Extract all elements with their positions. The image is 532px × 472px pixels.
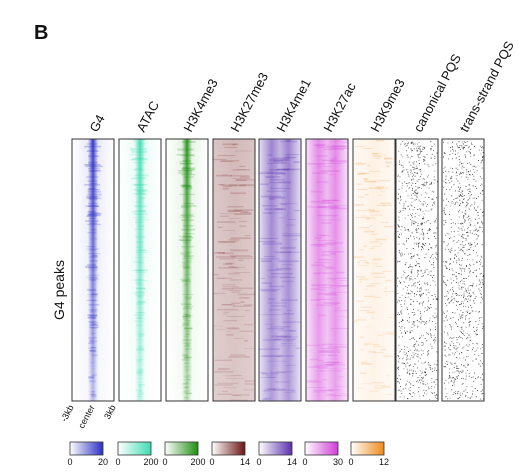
- colorbar-max-h3k27ac: 30: [333, 457, 343, 467]
- track-h3k4me3: [165, 138, 209, 402]
- track-h3k27ac: [305, 138, 349, 402]
- colorbar-h3k9me3: [350, 441, 385, 456]
- colorbar-max-h3k4me3: 200: [190, 457, 205, 467]
- x-label-right: 3kb: [102, 403, 118, 421]
- colorbar-min-h3k9me3: 0: [348, 457, 353, 467]
- x-label-left: -3kb: [59, 403, 76, 423]
- panel-label: B: [34, 22, 49, 44]
- x-label-center: center: [76, 403, 97, 430]
- row-label: G4 peaks: [51, 260, 67, 320]
- track-label-h3k4me3: H3K4me3: [180, 76, 220, 134]
- track-label-canonical-pqs: canonical PQS: [410, 51, 464, 134]
- track-label-h3k9me3: H3K9me3: [367, 76, 407, 134]
- colorbar-min-h3k27ac: 0: [302, 457, 307, 467]
- track-label-h3k27me3: H3K27me3: [227, 70, 271, 134]
- track-label-h3k27ac: H3K27ac: [320, 80, 359, 135]
- colorbar-min-h3k27me3: 0: [209, 457, 214, 467]
- colorbar-min-atac: 0: [115, 457, 120, 467]
- track-label-atac: ATAC: [133, 98, 162, 134]
- track-h3k4me1: [258, 138, 302, 402]
- colorbar-min-h3k4me1: 0: [256, 457, 261, 467]
- track-g4: [71, 138, 115, 402]
- colorbar-min-g4: 0: [67, 457, 72, 467]
- colorbar-max-h3k9me3: 12: [379, 457, 389, 467]
- colorbar-max-h3k27me3: 14: [240, 457, 250, 467]
- colorbar-atac: [117, 441, 152, 456]
- colorbar-max-g4: 20: [98, 457, 108, 467]
- track-atac: [118, 138, 162, 402]
- track-label-g4: G4: [86, 112, 107, 134]
- colorbar-h3k4me1: [258, 441, 293, 456]
- track-label-h3k4me1: H3K4me1: [273, 76, 313, 134]
- colorbar-h3k27ac: [304, 441, 339, 456]
- track-h3k9me3: [352, 138, 396, 402]
- colorbar-g4: [69, 441, 104, 456]
- track-trans-strand-pqs: [441, 138, 485, 402]
- colorbar-h3k27me3: [211, 441, 246, 456]
- colorbar-min-h3k4me3: 0: [162, 457, 167, 467]
- colorbar-h3k4me3: [164, 441, 199, 456]
- colorbar-max-h3k4me1: 14: [287, 457, 297, 467]
- track-label-trans-strand-pqs: trans-strand PQS: [456, 38, 517, 134]
- colorbar-max-atac: 200: [143, 457, 158, 467]
- track-canonical-pqs: [395, 138, 439, 402]
- track-h3k27me3: [212, 138, 256, 402]
